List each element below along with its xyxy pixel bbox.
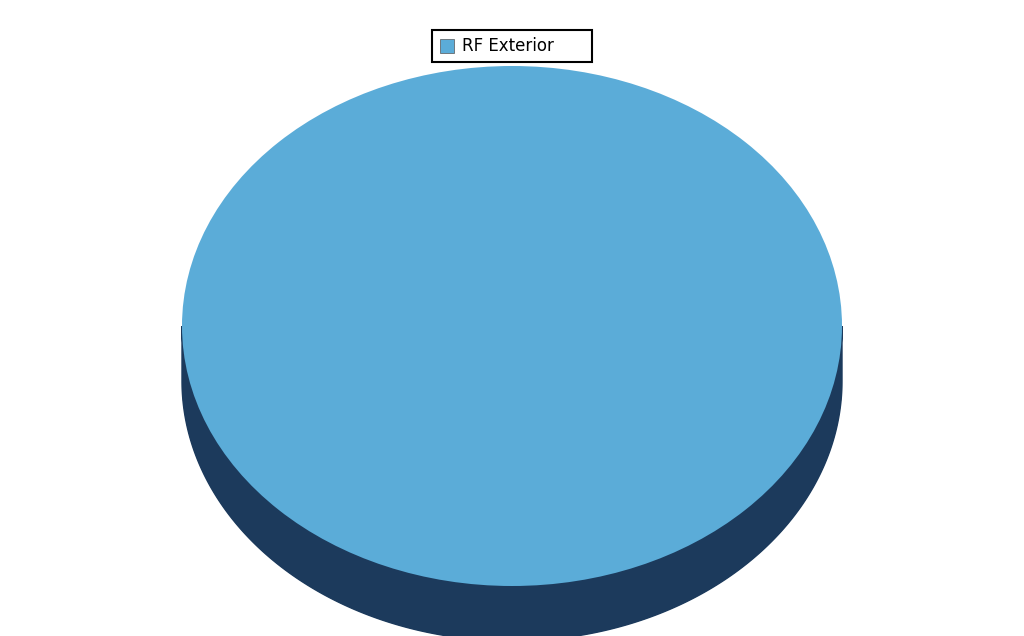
Text: 100%: 100% (484, 29, 540, 48)
Text: RF Exterior: RF Exterior (462, 37, 554, 55)
FancyBboxPatch shape (440, 39, 454, 53)
Ellipse shape (182, 66, 842, 586)
FancyBboxPatch shape (432, 30, 592, 62)
Polygon shape (182, 326, 842, 636)
Ellipse shape (182, 121, 842, 636)
